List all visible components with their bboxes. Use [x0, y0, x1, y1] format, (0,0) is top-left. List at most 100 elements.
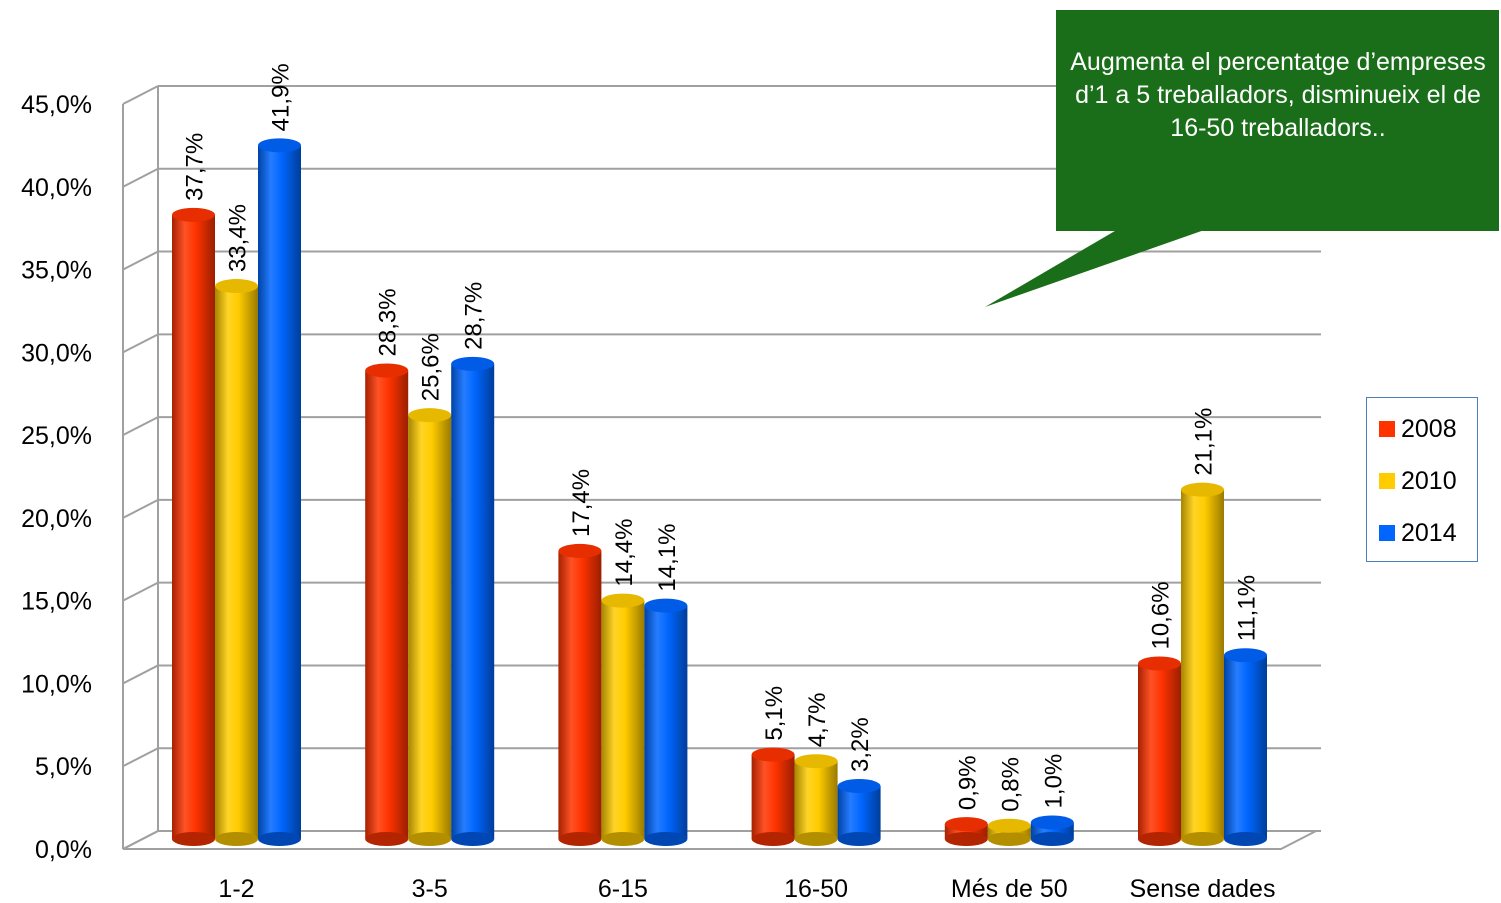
category-label: 1-2 [218, 875, 254, 903]
bar-top [751, 747, 795, 762]
bar-2014-5 [1224, 648, 1267, 846]
bar-2010-3 [794, 754, 838, 846]
bar-base [601, 832, 645, 846]
bar-top [987, 818, 1031, 833]
bar-2014-2 [644, 598, 688, 846]
bar-base [172, 832, 215, 846]
bar-2014-0 [258, 138, 301, 846]
wall-gridline-25 [122, 416, 159, 437]
bar-top [408, 408, 452, 423]
bar-base [751, 832, 795, 846]
y-tick-label: 15,0% [21, 588, 92, 616]
bar-top [1181, 482, 1224, 497]
category-label: 3-5 [412, 875, 448, 903]
gridlines [122, 85, 1321, 850]
bar-base [258, 832, 301, 846]
bar-top [451, 356, 495, 371]
y-tick-label: 20,0% [21, 505, 92, 533]
bar-base [944, 832, 988, 846]
y-tick-label: 45,0% [21, 91, 92, 119]
y-tick-label: 0,0% [35, 836, 92, 864]
data-label: 33,4% [225, 204, 252, 272]
bar-2010-1 [408, 408, 452, 846]
bar-body [451, 363, 495, 839]
bar-top [172, 207, 215, 222]
bar-body [794, 761, 838, 839]
bar-top [1030, 815, 1074, 830]
legend-label-2010: 2010 [1401, 466, 1457, 495]
callout-pointer [985, 228, 1210, 307]
bar-base [558, 832, 602, 846]
y-tick-label: 40,0% [21, 174, 92, 202]
category-label: 16-50 [784, 875, 848, 903]
data-label: 3,2% [847, 717, 874, 772]
data-label: 11,1% [1234, 575, 1261, 641]
data-label: 28,7% [461, 282, 488, 350]
bar-base [987, 832, 1031, 846]
bar-2008-0 [172, 207, 215, 846]
y-tick-label: 25,0% [21, 422, 92, 450]
bar-base [644, 832, 688, 846]
bar-top [258, 138, 301, 153]
bar-2014-4 [1030, 815, 1074, 846]
legend-item-2010: 2010 [1379, 466, 1457, 496]
bar-2014-3 [837, 779, 881, 846]
category-label: Sense dades [1130, 875, 1276, 903]
data-label: 4,7% [804, 692, 831, 747]
bar-2008-2 [558, 543, 602, 846]
data-label: 25,6% [418, 333, 445, 401]
legend: 2008 2010 2014 [1366, 397, 1478, 562]
wall-gridline-30 [122, 333, 159, 354]
bar-base [1030, 832, 1074, 846]
data-label: 1,0% [1040, 754, 1067, 809]
floor [122, 830, 1317, 850]
y-tick-label: 35,0% [21, 257, 92, 285]
category-label: 6-15 [598, 875, 648, 903]
axes [122, 86, 1317, 850]
bar-base [215, 832, 258, 846]
bar-body [172, 214, 215, 839]
data-label: 21,1% [1191, 408, 1218, 476]
wall-gridline-40 [122, 167, 159, 188]
wall-gridline-5 [122, 747, 159, 768]
legend-swatch-2014 [1379, 525, 1395, 541]
legend-swatch-2010 [1379, 473, 1395, 489]
bar-top [215, 279, 258, 294]
bar-body [1181, 489, 1224, 839]
bar-body [408, 415, 452, 839]
bar-2010-2 [601, 593, 645, 846]
bar-body [1224, 655, 1267, 839]
bar-body [1138, 663, 1181, 839]
bar-base [794, 832, 838, 846]
bar-2008-5 [1138, 656, 1181, 846]
bar-base [408, 832, 452, 846]
bar-top [558, 543, 602, 558]
data-label: 14,1% [654, 524, 681, 592]
bars [172, 138, 1267, 846]
bar-2010-0 [215, 279, 258, 846]
data-label: 0,9% [954, 755, 981, 810]
wall-gridline-20 [122, 498, 159, 519]
legend-label-2008: 2008 [1401, 414, 1457, 443]
bar-body [644, 605, 688, 839]
bar-base [451, 832, 495, 846]
bar-base [365, 832, 409, 846]
bar-body [601, 600, 645, 839]
y-tick-label: 10,0% [21, 670, 92, 698]
bar-top [837, 779, 881, 794]
bar-body [258, 145, 301, 840]
y-tick-label: 5,0% [35, 753, 92, 781]
callout-text: Augmenta el percentatge d’empreses d’1 a… [1070, 48, 1486, 142]
bar-2008-3 [751, 747, 795, 846]
bar-top [601, 593, 645, 608]
legend-item-2008: 2008 [1379, 414, 1457, 444]
bar-top [1224, 648, 1267, 663]
wall-gridline-10 [122, 664, 159, 685]
y-tick-label: 30,0% [21, 339, 92, 367]
bar-base [837, 832, 881, 846]
bar-base [1181, 832, 1224, 846]
data-label: 5,1% [761, 686, 788, 741]
bar-top [944, 817, 988, 832]
bar-base [1224, 832, 1267, 846]
